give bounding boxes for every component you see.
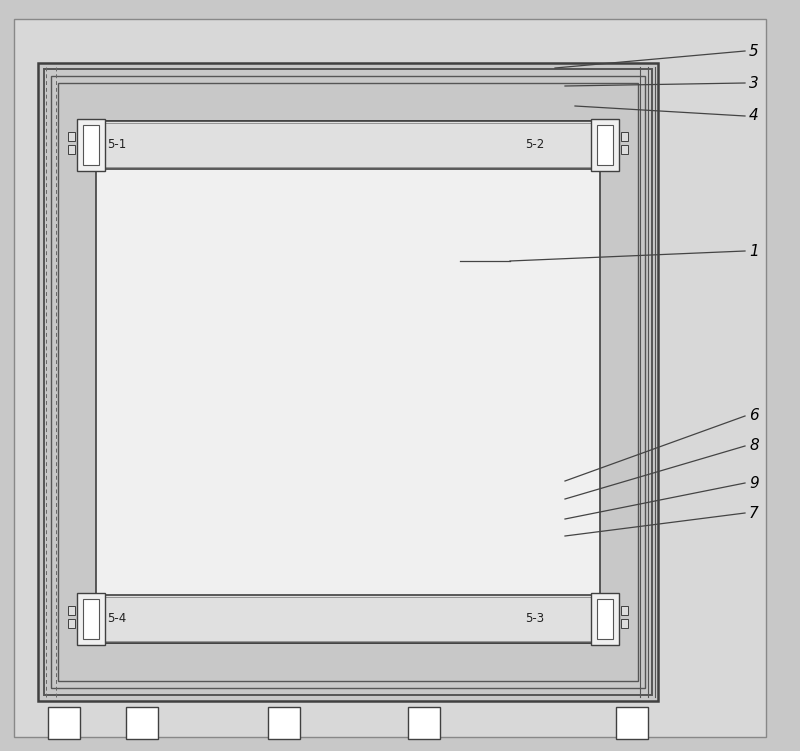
Bar — [38, 63, 658, 701]
Bar — [58, 83, 638, 681]
Text: 7: 7 — [749, 505, 758, 520]
Bar — [591, 119, 619, 171]
Bar — [98, 597, 598, 641]
Text: 5-3: 5-3 — [525, 613, 544, 626]
Bar — [68, 145, 75, 154]
Bar — [268, 707, 300, 739]
Text: 5-4: 5-4 — [107, 613, 126, 626]
Bar — [597, 125, 613, 165]
Bar — [77, 119, 105, 171]
Text: 6: 6 — [749, 409, 758, 424]
Bar — [96, 595, 600, 643]
Bar — [621, 619, 628, 628]
Text: 4: 4 — [749, 108, 758, 123]
Bar — [621, 132, 628, 141]
Bar — [96, 121, 600, 169]
Bar — [96, 121, 600, 643]
Bar — [408, 707, 440, 739]
Bar — [98, 123, 598, 167]
Text: 9: 9 — [749, 475, 758, 490]
Bar — [77, 593, 105, 645]
Bar — [597, 599, 613, 639]
Bar — [621, 145, 628, 154]
Bar — [48, 707, 80, 739]
Bar — [591, 593, 619, 645]
Bar — [68, 132, 75, 141]
Bar — [44, 69, 652, 695]
Bar — [68, 619, 75, 628]
Bar — [621, 606, 628, 615]
Text: 5: 5 — [749, 44, 758, 59]
Bar — [126, 707, 158, 739]
Bar — [83, 125, 99, 165]
Bar — [68, 606, 75, 615]
Bar — [83, 599, 99, 639]
Text: 8: 8 — [749, 439, 758, 454]
Text: 1: 1 — [749, 243, 758, 258]
Bar — [51, 76, 645, 688]
Text: 5-2: 5-2 — [525, 138, 544, 152]
Bar — [616, 707, 648, 739]
Text: 3: 3 — [749, 76, 758, 91]
Text: 5-1: 5-1 — [107, 138, 126, 152]
